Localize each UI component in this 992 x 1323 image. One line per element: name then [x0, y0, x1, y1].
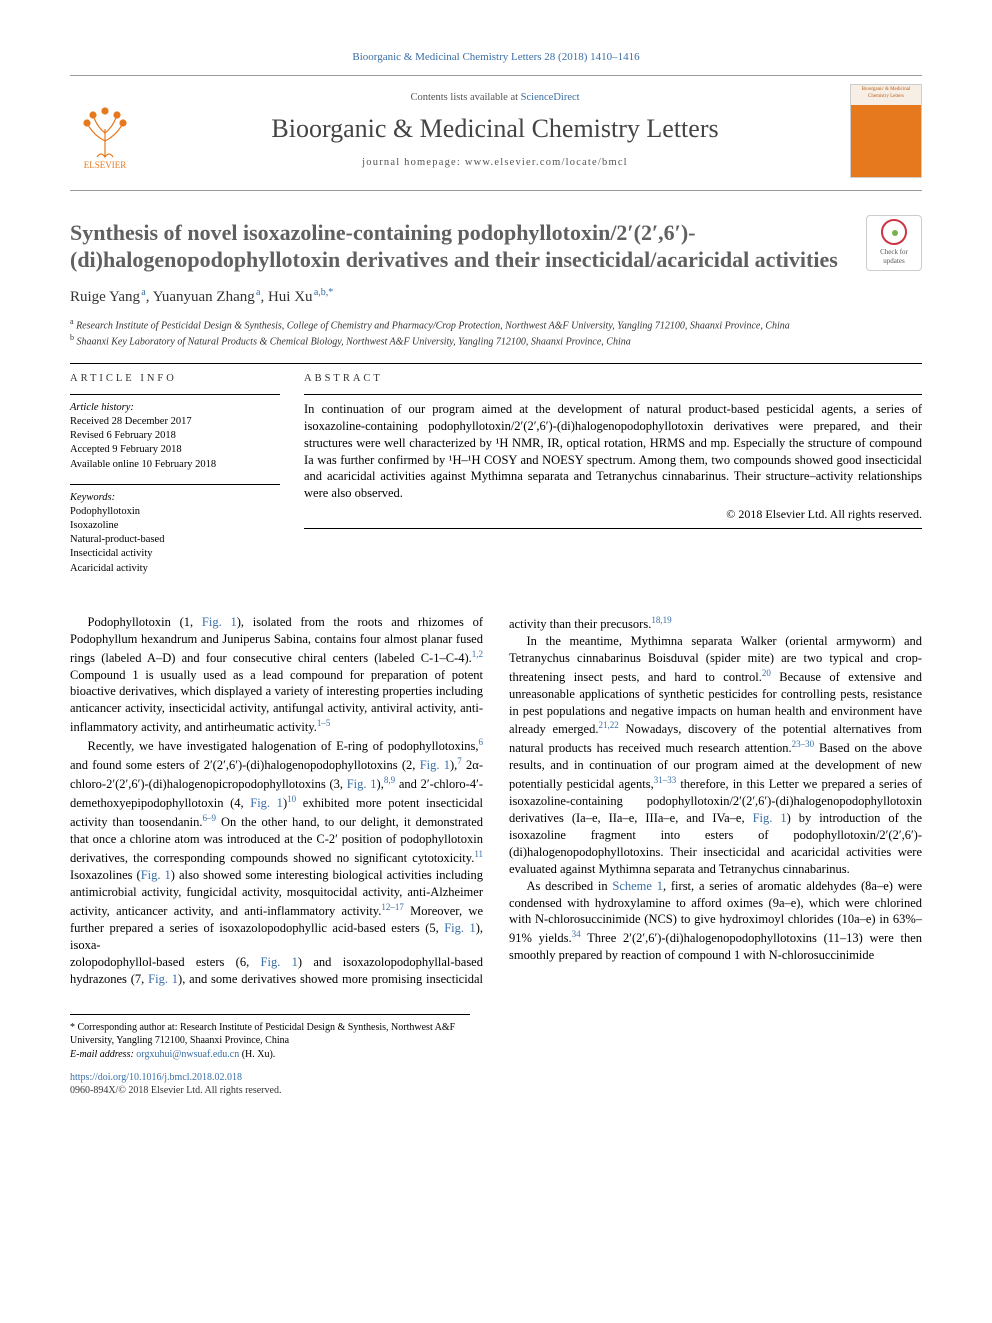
revised-date: Revised 6 February 2018	[70, 429, 280, 443]
citation-ref[interactable]: 1–5	[317, 718, 331, 728]
citation-ref[interactable]: 20	[762, 668, 771, 678]
masthead-center: Contents lists available at ScienceDirec…	[152, 91, 838, 170]
elsevier-logo[interactable]: ELSEVIER	[70, 91, 140, 171]
publisher-name: ELSEVIER	[84, 159, 127, 171]
abstract-copyright: © 2018 Elsevier Ltd. All rights reserved…	[304, 506, 922, 522]
figure-ref[interactable]: Fig. 1	[202, 615, 237, 629]
figure-ref[interactable]: Fig. 1	[420, 758, 450, 772]
article-info-head: ARTICLE INFO	[70, 372, 280, 386]
figure-ref[interactable]: Fig. 1	[261, 955, 298, 969]
journal-cover-thumbnail[interactable]: Bioorganic & Medicinal Chemistry Letters	[850, 84, 922, 178]
citation-ref[interactable]: 21,22	[598, 720, 618, 730]
keywords-block: Keywords: Podophyllotoxin Isoxazoline Na…	[70, 491, 280, 576]
citation-ref[interactable]: 18,19	[651, 615, 671, 625]
citation-text: Bioorganic & Medicinal Chemistry Letters…	[352, 51, 639, 63]
figure-ref[interactable]: Fig. 1	[753, 811, 787, 825]
citation-ref[interactable]: 34	[572, 929, 581, 939]
divider	[70, 484, 280, 485]
email-link[interactable]: orgxuhui@nwsuaf.edu.cn	[136, 1049, 239, 1060]
accepted-date: Accepted 9 February 2018	[70, 443, 280, 457]
body-paragraph: As described in Scheme 1, first, a serie…	[509, 878, 922, 965]
citation-ref[interactable]: 31–33	[654, 775, 677, 785]
crossmark-badge[interactable]: Check for updates	[866, 215, 922, 271]
keyword: Podophyllotoxin	[70, 505, 280, 519]
issn-copyright: 0960-894X/© 2018 Elsevier Ltd. All right…	[70, 1084, 922, 1097]
elsevier-tree-icon	[75, 101, 135, 159]
citation-ref[interactable]: 1,2	[472, 649, 483, 659]
citation-ref[interactable]: 23–30	[792, 739, 815, 749]
author-3[interactable]: Hui Xu	[268, 289, 313, 305]
abstract-head: ABSTRACT	[304, 372, 922, 386]
body-paragraph: Recently, we have investigated halogenat…	[70, 736, 483, 954]
body-paragraph: In the meantime, Mythimna separata Walke…	[509, 633, 922, 878]
received-date: Received 28 December 2017	[70, 415, 280, 429]
divider	[304, 394, 922, 395]
doi-link[interactable]: https://doi.org/10.1016/j.bmcl.2018.02.0…	[70, 1072, 242, 1083]
author-2[interactable]: Yuanyuan Zhang	[153, 289, 255, 305]
journal-homepage-url[interactable]: www.elsevier.com/locate/bmcl	[465, 157, 628, 168]
affiliation-b: Shaanxi Key Laboratory of Natural Produc…	[77, 336, 631, 347]
journal-title: Bioorganic & Medicinal Chemistry Letters	[152, 111, 838, 146]
article-info-block: ARTICLE INFO Article history: Received 2…	[70, 372, 280, 576]
footnotes: * Corresponding author at: Research Inst…	[70, 1014, 470, 1062]
contents-available-line: Contents lists available at ScienceDirec…	[152, 91, 838, 105]
article-title: Synthesis of novel isoxazoline-containin…	[70, 219, 922, 274]
page-footer: https://doi.org/10.1016/j.bmcl.2018.02.0…	[70, 1071, 922, 1097]
citation-ref[interactable]: 6–9	[203, 813, 217, 823]
abstract-text: In continuation of our program aimed at …	[304, 401, 922, 502]
article-body: Podophyllotoxin (1, Fig. 1), isolated fr…	[70, 614, 922, 988]
divider	[70, 394, 280, 395]
keyword: Isoxazoline	[70, 519, 280, 533]
figure-ref[interactable]: Fig. 1	[250, 797, 283, 811]
crossmark-icon	[881, 219, 907, 245]
figure-ref[interactable]: Fig. 1	[148, 972, 178, 986]
citation-ref[interactable]: 11	[474, 849, 483, 859]
journal-masthead: ELSEVIER Contents lists available at Sci…	[70, 75, 922, 191]
online-date: Available online 10 February 2018	[70, 458, 280, 472]
running-head: Bioorganic & Medicinal Chemistry Letters…	[70, 50, 922, 65]
journal-homepage: journal homepage: www.elsevier.com/locat…	[152, 156, 838, 170]
citation-ref[interactable]: 10	[287, 794, 296, 804]
corresponding-footnote: * Corresponding author at: Research Inst…	[70, 1021, 470, 1048]
abstract-block: ABSTRACT In continuation of our program …	[304, 372, 922, 576]
keyword: Natural-product-based	[70, 533, 280, 547]
sciencedirect-link[interactable]: ScienceDirect	[521, 92, 580, 103]
divider	[70, 363, 922, 364]
scheme-ref[interactable]: Scheme 1	[612, 879, 663, 893]
keyword: Insecticidal activity	[70, 547, 280, 561]
author-list: Ruige Yang a, Yuanyuan Zhang a, Hui Xu a…	[70, 286, 922, 307]
citation-ref[interactable]: 6	[479, 737, 484, 747]
citation-ref[interactable]: 12–17	[381, 902, 404, 912]
article-history: Article history: Received 28 December 20…	[70, 401, 280, 472]
keyword: Acaricidal activity	[70, 562, 280, 576]
author-1[interactable]: Ruige Yang	[70, 289, 140, 305]
figure-ref[interactable]: Fig. 1	[444, 921, 476, 935]
body-paragraph: Podophyllotoxin (1, Fig. 1), isolated fr…	[70, 614, 483, 736]
affiliations: a Research Institute of Pesticidal Desig…	[70, 317, 922, 349]
affiliation-a: Research Institute of Pesticidal Design …	[76, 320, 790, 331]
article-meta-row: ARTICLE INFO Article history: Received 2…	[70, 372, 922, 576]
citation-ref[interactable]: 8,9	[384, 775, 395, 785]
email-footnote: E-mail address: orgxuhui@nwsuaf.edu.cn (…	[70, 1048, 470, 1062]
divider	[304, 528, 922, 529]
corresponding-mark: *	[328, 287, 333, 298]
figure-ref[interactable]: Fig. 1	[347, 777, 377, 791]
figure-ref[interactable]: Fig. 1	[141, 868, 171, 882]
